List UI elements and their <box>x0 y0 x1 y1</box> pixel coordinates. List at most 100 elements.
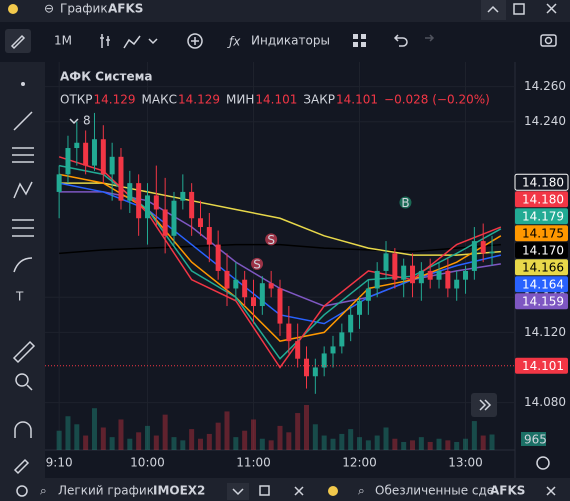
screenshot-button[interactable] <box>540 34 557 47</box>
collapse-button[interactable] <box>481 0 506 20</box>
trend-line-tool[interactable] <box>13 111 33 131</box>
trade-marker <box>399 196 412 209</box>
window-dot[interactable] <box>8 4 18 14</box>
cursor-tool[interactable] <box>21 82 25 86</box>
tab-maximize[interactable] <box>259 485 270 496</box>
tab-title[interactable]: Легкий график <box>58 484 154 498</box>
candle-body <box>454 279 460 289</box>
ohlc-value: 14.129 <box>94 93 136 107</box>
pattern-tool[interactable] <box>13 181 33 199</box>
candle-body <box>410 265 416 284</box>
layout-button[interactable] <box>353 34 366 47</box>
magnet-tool[interactable] <box>14 421 32 438</box>
indicators-toggle[interactable] <box>69 118 79 125</box>
redo-button[interactable] <box>425 34 435 42</box>
indicators-button[interactable]: Индикаторы <box>251 34 330 48</box>
link-icon[interactable]: ⊖ <box>44 2 54 16</box>
chart-type-menu[interactable] <box>148 38 158 45</box>
tab-close[interactable] <box>546 486 556 496</box>
candle-body <box>489 251 495 254</box>
moving-average <box>59 182 501 256</box>
candle-body <box>445 270 451 289</box>
volume-label: 965 <box>524 433 547 447</box>
tab-search[interactable]: ⌕ <box>40 484 47 498</box>
ohlc-value: 14.101 <box>336 93 378 107</box>
y-tick-label: 14.080 <box>524 395 566 409</box>
volume-bar <box>224 411 230 450</box>
tab-title[interactable]: Обезличенные сде <box>375 484 494 498</box>
volume-bar <box>418 437 424 450</box>
draw-lock-tool[interactable] <box>13 458 30 475</box>
candle-body <box>365 288 371 301</box>
fib-tool[interactable] <box>12 219 34 237</box>
volume-bar <box>330 438 336 450</box>
left-toolbar <box>0 62 45 478</box>
volume-bar <box>436 438 442 450</box>
candle-body <box>304 358 310 377</box>
maximize-button[interactable] <box>513 3 525 15</box>
tab-close[interactable] <box>294 486 304 496</box>
candle-body <box>295 341 301 359</box>
candle-body <box>436 270 442 280</box>
moving-average <box>59 243 501 255</box>
volume-bar <box>91 408 97 450</box>
volume-bar <box>215 422 221 450</box>
price-label: 14.159 <box>522 295 564 309</box>
brush-tool[interactable] <box>13 257 33 273</box>
volume-bar <box>100 427 106 450</box>
candle-body <box>109 156 115 175</box>
volume-bar <box>180 440 186 450</box>
candle-body <box>277 288 283 324</box>
tab-search[interactable]: ⌕ <box>358 484 365 498</box>
zoom-tool[interactable] <box>15 373 29 387</box>
pencil-icon <box>10 34 26 50</box>
volume-bar <box>392 438 398 450</box>
lines-tool[interactable] <box>12 147 34 163</box>
volume-bar <box>489 434 495 450</box>
scroll-right-icon <box>479 399 492 411</box>
candle-body <box>83 142 89 166</box>
interval-button[interactable]: 1M <box>54 34 72 48</box>
volume-bar <box>162 414 168 450</box>
price-label-box <box>515 208 568 225</box>
change-value: −0.028 (−0.20%) <box>384 93 490 107</box>
chart-type-button[interactable] <box>123 35 141 49</box>
tab-dot[interactable] <box>16 485 28 497</box>
moving-average <box>58 156 502 369</box>
ruler-tool[interactable] <box>12 340 36 364</box>
volume-bar <box>65 416 71 450</box>
tab-ticker[interactable]: IMOEX2 <box>153 484 205 498</box>
candle-body <box>268 283 274 289</box>
candle-body <box>242 279 248 298</box>
x-tick-label: 9:10 <box>46 456 73 470</box>
x-tick-label: 13:00 <box>448 456 483 470</box>
tab-collapse[interactable] <box>227 483 249 500</box>
volume-bar <box>242 430 248 450</box>
y-tick-label: 14.260 <box>524 79 566 93</box>
tab-dot[interactable] <box>328 486 338 496</box>
candle-body <box>144 195 150 219</box>
candle-body <box>392 253 398 280</box>
text-tool[interactable]: T <box>15 290 24 304</box>
candle-body <box>330 346 336 354</box>
volume-bar <box>463 438 469 450</box>
candle-body <box>197 218 203 228</box>
candle-body <box>383 253 389 271</box>
settings-button[interactable] <box>536 456 550 470</box>
price-label-box <box>515 293 568 310</box>
price-label-box <box>515 259 568 276</box>
tab-ticker[interactable]: AFKS <box>490 484 525 498</box>
close-button[interactable] <box>546 3 557 14</box>
volume-bar <box>427 441 433 450</box>
volume-bar <box>401 441 407 450</box>
title-bar <box>0 0 570 22</box>
candle-body <box>65 148 71 175</box>
price-label: 14.175 <box>522 227 564 241</box>
volume-bar <box>153 435 159 450</box>
candles-button[interactable] <box>100 34 110 48</box>
candle-body <box>401 265 407 280</box>
volume-bar <box>339 433 345 450</box>
undo-button[interactable] <box>393 34 408 47</box>
add-button[interactable] <box>187 33 203 49</box>
